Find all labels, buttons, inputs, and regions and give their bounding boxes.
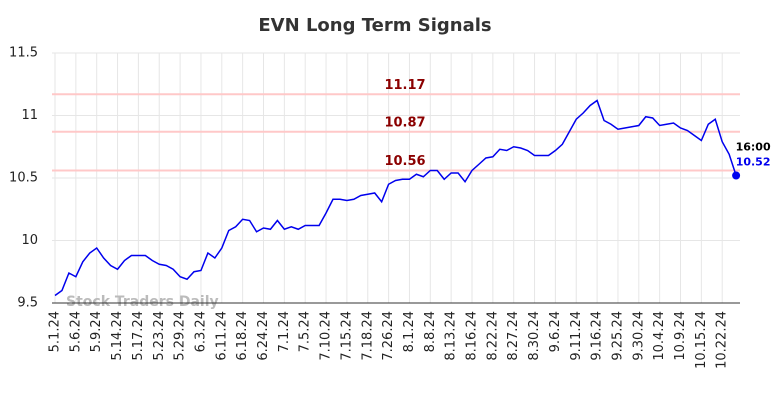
x-tick-label: 5.17.24 [131, 311, 146, 361]
signal-label: 10.56 [384, 154, 425, 169]
x-tick-label: 9.6.24 [548, 311, 563, 352]
x-tick-label: 9.25.24 [610, 311, 625, 361]
y-tick-label: 10 [21, 233, 38, 248]
x-tick-label: 10.15.24 [694, 311, 709, 369]
x-tick-label: 7.15.24 [339, 311, 354, 361]
x-tick-label: 8.16.24 [465, 311, 480, 361]
signal-label: 11.17 [384, 78, 425, 93]
x-tick-label: 5.6.24 [68, 311, 83, 352]
x-tick-label: 9.16.24 [590, 311, 605, 361]
x-tick-label: 5.23.24 [152, 311, 167, 361]
last-value: 10.52 [736, 156, 771, 169]
x-tick-label: 7.26.24 [381, 311, 396, 361]
x-tick-label: 10.22.24 [715, 311, 730, 369]
y-tick-label: 11.5 [9, 46, 38, 61]
x-tick-label: 8.13.24 [444, 311, 459, 361]
watermark: Stock Traders Daily [66, 294, 219, 310]
x-tick-label: 6.11.24 [214, 311, 229, 361]
x-tick-label: 7.10.24 [319, 311, 334, 361]
x-tick-label: 9.30.24 [631, 311, 646, 361]
x-tick-label: 10.9.24 [673, 311, 688, 361]
x-tick-label: 7.18.24 [360, 311, 375, 361]
y-tick-label: 11 [21, 108, 38, 123]
x-tick-label: 6.3.24 [193, 311, 208, 352]
x-tick-label: 7.5.24 [298, 311, 313, 352]
x-tick-label: 7.1.24 [277, 311, 292, 352]
y-tick-label: 9.5 [17, 296, 38, 311]
x-tick-label: 5.9.24 [89, 311, 104, 352]
x-tick-label: 5.14.24 [110, 311, 125, 361]
last-time: 16:00 [736, 141, 771, 154]
x-tick-label: 9.11.24 [569, 311, 584, 361]
x-tick-label: 5.1.24 [48, 311, 63, 352]
x-tick-label: 6.24.24 [256, 311, 271, 361]
x-tick-label: 8.27.24 [506, 311, 521, 361]
x-tick-label: 5.29.24 [173, 311, 188, 361]
last-point [732, 171, 741, 180]
price-line [54, 99, 737, 297]
x-tick-label: 8.1.24 [402, 311, 417, 352]
signal-label: 10.87 [384, 115, 425, 130]
y-tick-label: 10.5 [9, 171, 38, 186]
chart-title: EVN Long Term Signals [258, 15, 491, 36]
x-tick-label: 6.18.24 [235, 311, 250, 361]
x-tick-label: 8.8.24 [423, 311, 438, 352]
x-tick-label: 8.22.24 [485, 311, 500, 361]
x-tick-label: 8.30.24 [527, 311, 542, 361]
x-tick-label: 10.4.24 [652, 311, 667, 361]
